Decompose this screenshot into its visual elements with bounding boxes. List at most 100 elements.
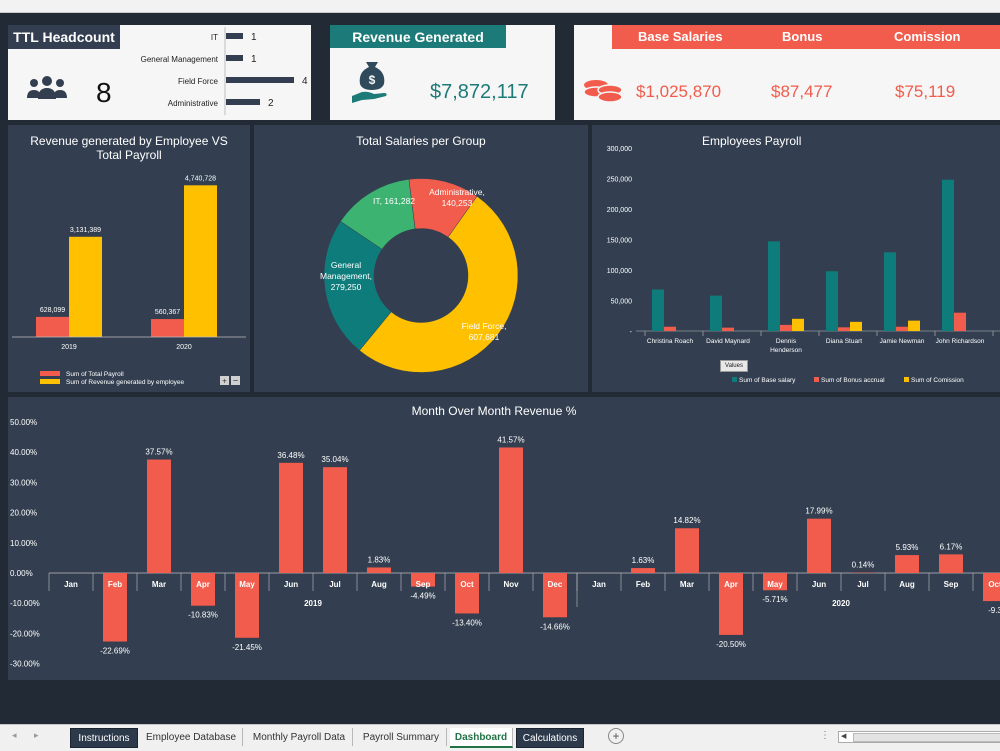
payroll-bar [908,321,920,331]
legend-swatch [814,377,819,382]
add-sheet-icon[interactable]: + [608,728,624,744]
mom-y-tick-label: -30.00% [10,660,40,669]
mom-data-label: 17.99% [805,507,832,516]
headcount-bar [226,77,294,83]
minus-icon: − [233,376,238,386]
mom-data-label: -13.40% [452,618,482,627]
mom-data-label: 41.57% [497,435,524,444]
payroll-category-label: John Richardson [936,338,985,345]
payroll-bar [792,319,804,331]
base-salaries-label: Base Salaries [638,29,723,44]
revenue-payroll-data-label: 560,367 [155,309,180,316]
payroll-y-tick-label: 100,000 [607,268,632,275]
scrollbar-thumb[interactable] [853,733,1000,742]
mom-revenue-chart: 50.00%40.00%30.00%20.00%10.00%0.00%-10.0… [8,397,1000,680]
tab-monthly-payroll-data[interactable]: Monthly Payroll Data [246,728,353,746]
mom-month-label: Feb [636,580,650,589]
revenue-payroll-data-label: 3,131,389 [70,227,101,234]
revenue-payroll-category-label: 2019 [61,344,77,351]
mom-data-label: -14.66% [540,622,570,631]
headcount-bar-value: 1 [251,32,257,43]
horizontal-scrollbar[interactable]: ◀ [838,731,1000,743]
values-filter-button[interactable]: Values [720,360,748,372]
payroll-y-tick-label: - [630,329,633,336]
tab-instructions[interactable]: Instructions [70,728,138,748]
payroll-bar [826,271,838,331]
scrollbar-left-arrow-icon[interactable]: ◀ [841,732,846,740]
revenue-title: Revenue Generated [330,25,506,48]
mom-month-label: Jan [64,580,78,589]
mom-month-label: Aug [371,580,387,589]
mom-month-label: Nov [503,580,519,589]
mom-month-label: Oct [988,580,1000,589]
headcount-title: TTL Headcount [8,25,120,49]
payroll-bar [710,296,722,331]
payroll-bar [942,180,954,331]
mom-y-tick-label: 10.00% [10,539,37,548]
mom-month-label: Feb [108,580,122,589]
legend-label: Sum of Total Payroll [66,371,124,378]
payroll-y-tick-label: 150,000 [607,238,632,245]
mom-bar [191,573,215,606]
payroll-bar [652,290,664,331]
commission-value: $75,119 [895,82,955,102]
revenue-vs-payroll-chart: 628,0993,131,3892019560,3674,740,7282020… [8,165,250,392]
mom-bar [807,519,831,573]
mom-y-tick-label: 20.00% [10,509,37,518]
scroll-left-icon[interactable]: ◂ [12,730,17,741]
payroll-bar [896,327,908,331]
headcount-bar [226,55,243,61]
tab-dashboard[interactable]: Dashboard [450,728,513,748]
headcount-bar [226,99,260,105]
mom-data-label: 1.63% [632,556,655,565]
headcount-group-label: Administrative [168,99,219,108]
mom-data-label: 14.82% [673,516,700,525]
bonus-value: $87,477 [771,82,832,102]
revenue-vs-payroll-title: Revenue generated by Employee VS Total P… [8,134,250,162]
mom-y-tick-label: -20.00% [10,629,40,638]
mom-data-label: -5.71% [762,595,787,604]
mom-data-label: -22.69% [100,647,130,656]
salaries-per-group-panel: Total Salaries per Group Administrative,… [254,125,588,392]
payroll-category-label: Christina Roach [647,338,694,345]
mom-data-label: 0.14% [852,561,875,570]
mom-data-label: -10.83% [188,611,218,620]
tab-calculations[interactable]: Calculations [516,728,584,748]
mom-data-label: 35.04% [321,455,348,464]
tab-employee-database[interactable]: Employee Database [140,728,243,746]
headcount-total: 8 [96,77,112,109]
payroll-bar [850,322,862,331]
mom-bar [323,467,347,573]
revenue-payroll-bar [184,185,217,337]
money-hand-icon: $ [350,58,394,104]
headcount-bar-value: 2 [268,98,274,109]
tab-payroll-summary[interactable]: Payroll Summary [356,728,447,746]
svg-text:$: $ [369,73,376,87]
revenue-payroll-bar [151,319,184,337]
mom-bar [279,463,303,573]
legend-label: Sum of Comission [911,377,964,384]
payroll-y-tick-label: 250,000 [607,177,632,184]
mom-bar [675,528,699,573]
salaries-card: Base Salaries Bonus Comission $1,025,870… [574,25,1000,120]
scroll-right-icon[interactable]: ▸ [34,730,39,741]
headcount-group-label: IT [211,33,218,42]
mom-bar [939,554,963,573]
revenue-card: Revenue Generated $ $7,872,117 [330,25,555,120]
revenue-value: $7,872,117 [430,81,529,104]
employees-payroll-chart: 300,000250,000200,000150,000100,00050,00… [592,125,1000,392]
mom-year-label: 2019 [304,599,322,608]
coins-icon [582,77,624,105]
mom-data-label: 6.17% [940,542,963,551]
plus-icon: + [222,377,227,386]
legend-label: Sum of Base salary [739,377,796,384]
headcount-bar-value: 1 [251,54,257,65]
legend-label: Sum of Revenue generated by employee [66,379,185,386]
payroll-bar [954,313,966,331]
mom-y-tick-label: 50.00% [10,418,37,427]
sheet-tab-bar: ◂ ▸ Instructions Employee Database Month… [0,724,1000,751]
payroll-bar [768,241,780,331]
more-options-icon[interactable]: ⋮ [820,730,830,741]
